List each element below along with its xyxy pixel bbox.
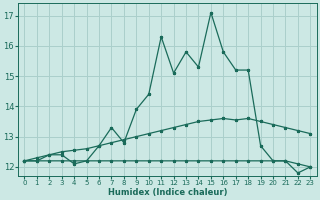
X-axis label: Humidex (Indice chaleur): Humidex (Indice chaleur) — [108, 188, 227, 197]
